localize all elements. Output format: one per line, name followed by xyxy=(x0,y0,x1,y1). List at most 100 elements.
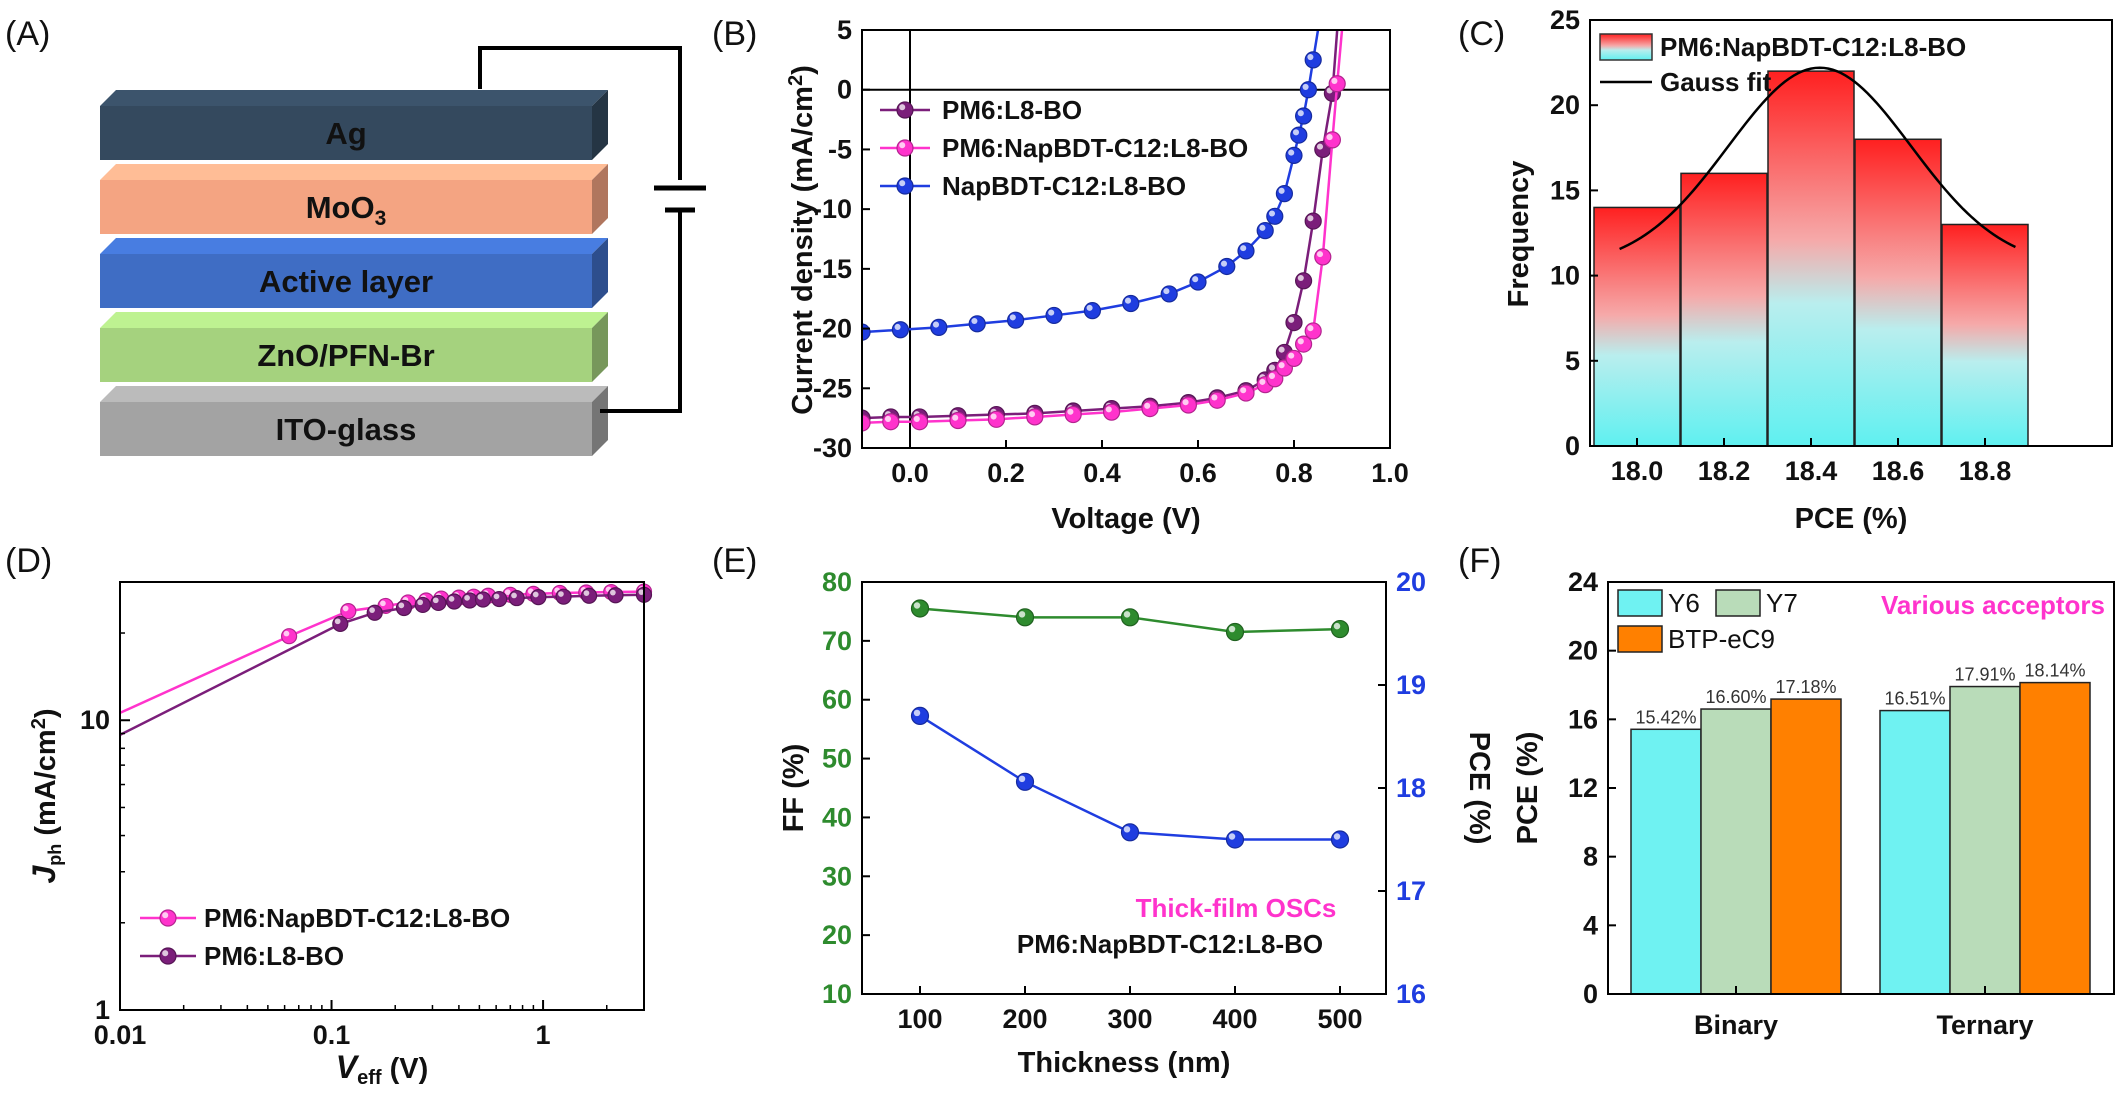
legend-swatch xyxy=(1617,589,1663,617)
x-tick-label: 500 xyxy=(1317,1004,1362,1034)
layer-label: Ag xyxy=(325,116,366,151)
data-point xyxy=(1285,146,1303,164)
series-line xyxy=(862,30,1344,425)
x-tick-label: Binary xyxy=(1694,1010,1778,1040)
data-point xyxy=(1294,107,1313,125)
layer-front-face xyxy=(100,106,592,160)
data-point xyxy=(491,590,508,608)
y-tick-label: 0 xyxy=(1565,431,1580,461)
series-pm6-napbdt-c12-l8-bo xyxy=(862,30,1346,432)
layer-side-face xyxy=(592,238,608,308)
data-point xyxy=(1102,403,1121,421)
y-tick-label: 20 xyxy=(1550,90,1580,120)
legend-marker xyxy=(159,909,177,927)
data-point xyxy=(1141,399,1159,418)
chart-d-frame xyxy=(119,581,645,1011)
y-right-tick-label: 19 xyxy=(1396,670,1426,700)
chart-e-annotation-blend: PM6:NapBDT-C12:L8-BO xyxy=(1017,929,1323,959)
data-point xyxy=(555,588,572,605)
layer-top-face xyxy=(100,90,608,106)
data-point xyxy=(1304,322,1322,340)
y-right-tick-label: 18 xyxy=(1396,773,1426,803)
legend-label: Y7 xyxy=(1766,588,1798,618)
legend-label-gauss: Gauss fit xyxy=(1660,67,1772,97)
bar-value-label: 17.91% xyxy=(1954,665,2015,685)
layer-label: ZnO/PFN-Br xyxy=(257,338,434,373)
x-tick-label: 0.8 xyxy=(1275,458,1313,488)
legend-label: PM6:NapBDT-C12:L8-BO xyxy=(204,903,510,933)
series-line xyxy=(919,714,1340,841)
data-point xyxy=(1083,302,1102,320)
data-point xyxy=(1225,830,1245,849)
data-point xyxy=(340,603,357,620)
x-tick-label: 18.8 xyxy=(1959,456,2012,486)
data-point xyxy=(1225,622,1245,642)
legend-label: PM6:NapBDT-C12:L8-BO xyxy=(942,133,1248,163)
chart-e-annotation-thick: Thick-film OSCs xyxy=(1136,893,1337,923)
bar-value-label: 18.14% xyxy=(2024,661,2085,681)
data-point xyxy=(1026,408,1044,426)
data-point xyxy=(332,615,349,633)
bar-value-label: 15.42% xyxy=(1635,707,1696,727)
layer-ito-glass: ITO-glass xyxy=(100,386,608,456)
data-point xyxy=(1237,384,1255,402)
legend-marker xyxy=(896,177,914,195)
data-point xyxy=(987,410,1006,428)
y-right-tick-label: 16 xyxy=(1396,979,1426,1009)
layer-top-face xyxy=(100,238,608,254)
y-tick-label: -10 xyxy=(813,194,852,224)
series-pce xyxy=(910,706,1350,849)
y-tick-label: 12 xyxy=(1568,773,1598,803)
data-point xyxy=(1256,222,1274,240)
data-point xyxy=(910,599,930,618)
data-point xyxy=(949,411,967,430)
data-point xyxy=(414,596,431,614)
data-point xyxy=(1208,391,1226,409)
data-point xyxy=(446,593,463,610)
layer-front-face xyxy=(100,402,592,456)
y-tick-label: 1 xyxy=(95,995,110,1025)
layer-moo3: MoO3 xyxy=(100,164,608,234)
y-left-tick-label: 20 xyxy=(822,920,852,950)
panel-label-d: (D) xyxy=(5,542,52,580)
chart-c-ylabel: Frequency xyxy=(1503,161,1535,308)
data-point xyxy=(1285,349,1303,368)
legend-swatch xyxy=(1715,589,1761,617)
chart-e-ylabel-left: FF (%) xyxy=(778,744,810,833)
panel-label-f: (F) xyxy=(1458,542,1501,580)
series-y7: 16.60% 17.91% xyxy=(1700,665,2021,995)
legend-label: Y6 xyxy=(1668,588,1700,618)
chart-d-ylabel: Jph (mA/cm2) xyxy=(26,708,65,883)
y-tick-label: 16 xyxy=(1568,704,1598,734)
series-ff xyxy=(910,599,1350,642)
layer-zno-pfn-br: ZnO/PFN-Br xyxy=(100,312,608,382)
data-point xyxy=(882,413,900,431)
x-tick-label: 0.01 xyxy=(94,1020,147,1050)
y-tick-label: -15 xyxy=(813,254,852,284)
histogram-bar xyxy=(1941,223,2029,447)
chart-b-xlabel: Voltage (V) xyxy=(1051,503,1200,535)
data-point xyxy=(1314,248,1332,266)
bar-value-label: 17.18% xyxy=(1775,677,1836,697)
x-tick-label: 18.2 xyxy=(1698,456,1751,486)
legend-label: BTP-eC9 xyxy=(1668,624,1775,654)
y-tick-label: 20 xyxy=(1568,636,1598,666)
data-point xyxy=(430,594,447,612)
bar xyxy=(2019,681,2091,995)
y-tick-label: -25 xyxy=(813,373,852,403)
bar xyxy=(1630,728,1702,995)
data-point xyxy=(1160,285,1178,303)
series-btp-ec9: 17.18% 18.14% xyxy=(1770,661,2091,995)
x-tick-label: 1.0 xyxy=(1371,458,1409,488)
data-point xyxy=(910,706,930,726)
y-tick-label: 10 xyxy=(80,705,110,735)
layer-active-layer: Active layer xyxy=(100,238,608,308)
device-stack: Ag MoO3 Active layer ZnO/PFN-Br ITO-glass xyxy=(100,46,706,456)
y-left-tick-label: 30 xyxy=(822,861,852,891)
y-tick-label: 4 xyxy=(1583,910,1598,940)
data-point xyxy=(580,587,598,604)
layer-top-face xyxy=(100,164,608,180)
chart-f: 15.42% 16.51% 16.60% 17.91% 17.18% 18.14% Bin… xyxy=(1512,567,2115,1040)
y-tick-label: -5 xyxy=(828,134,852,164)
